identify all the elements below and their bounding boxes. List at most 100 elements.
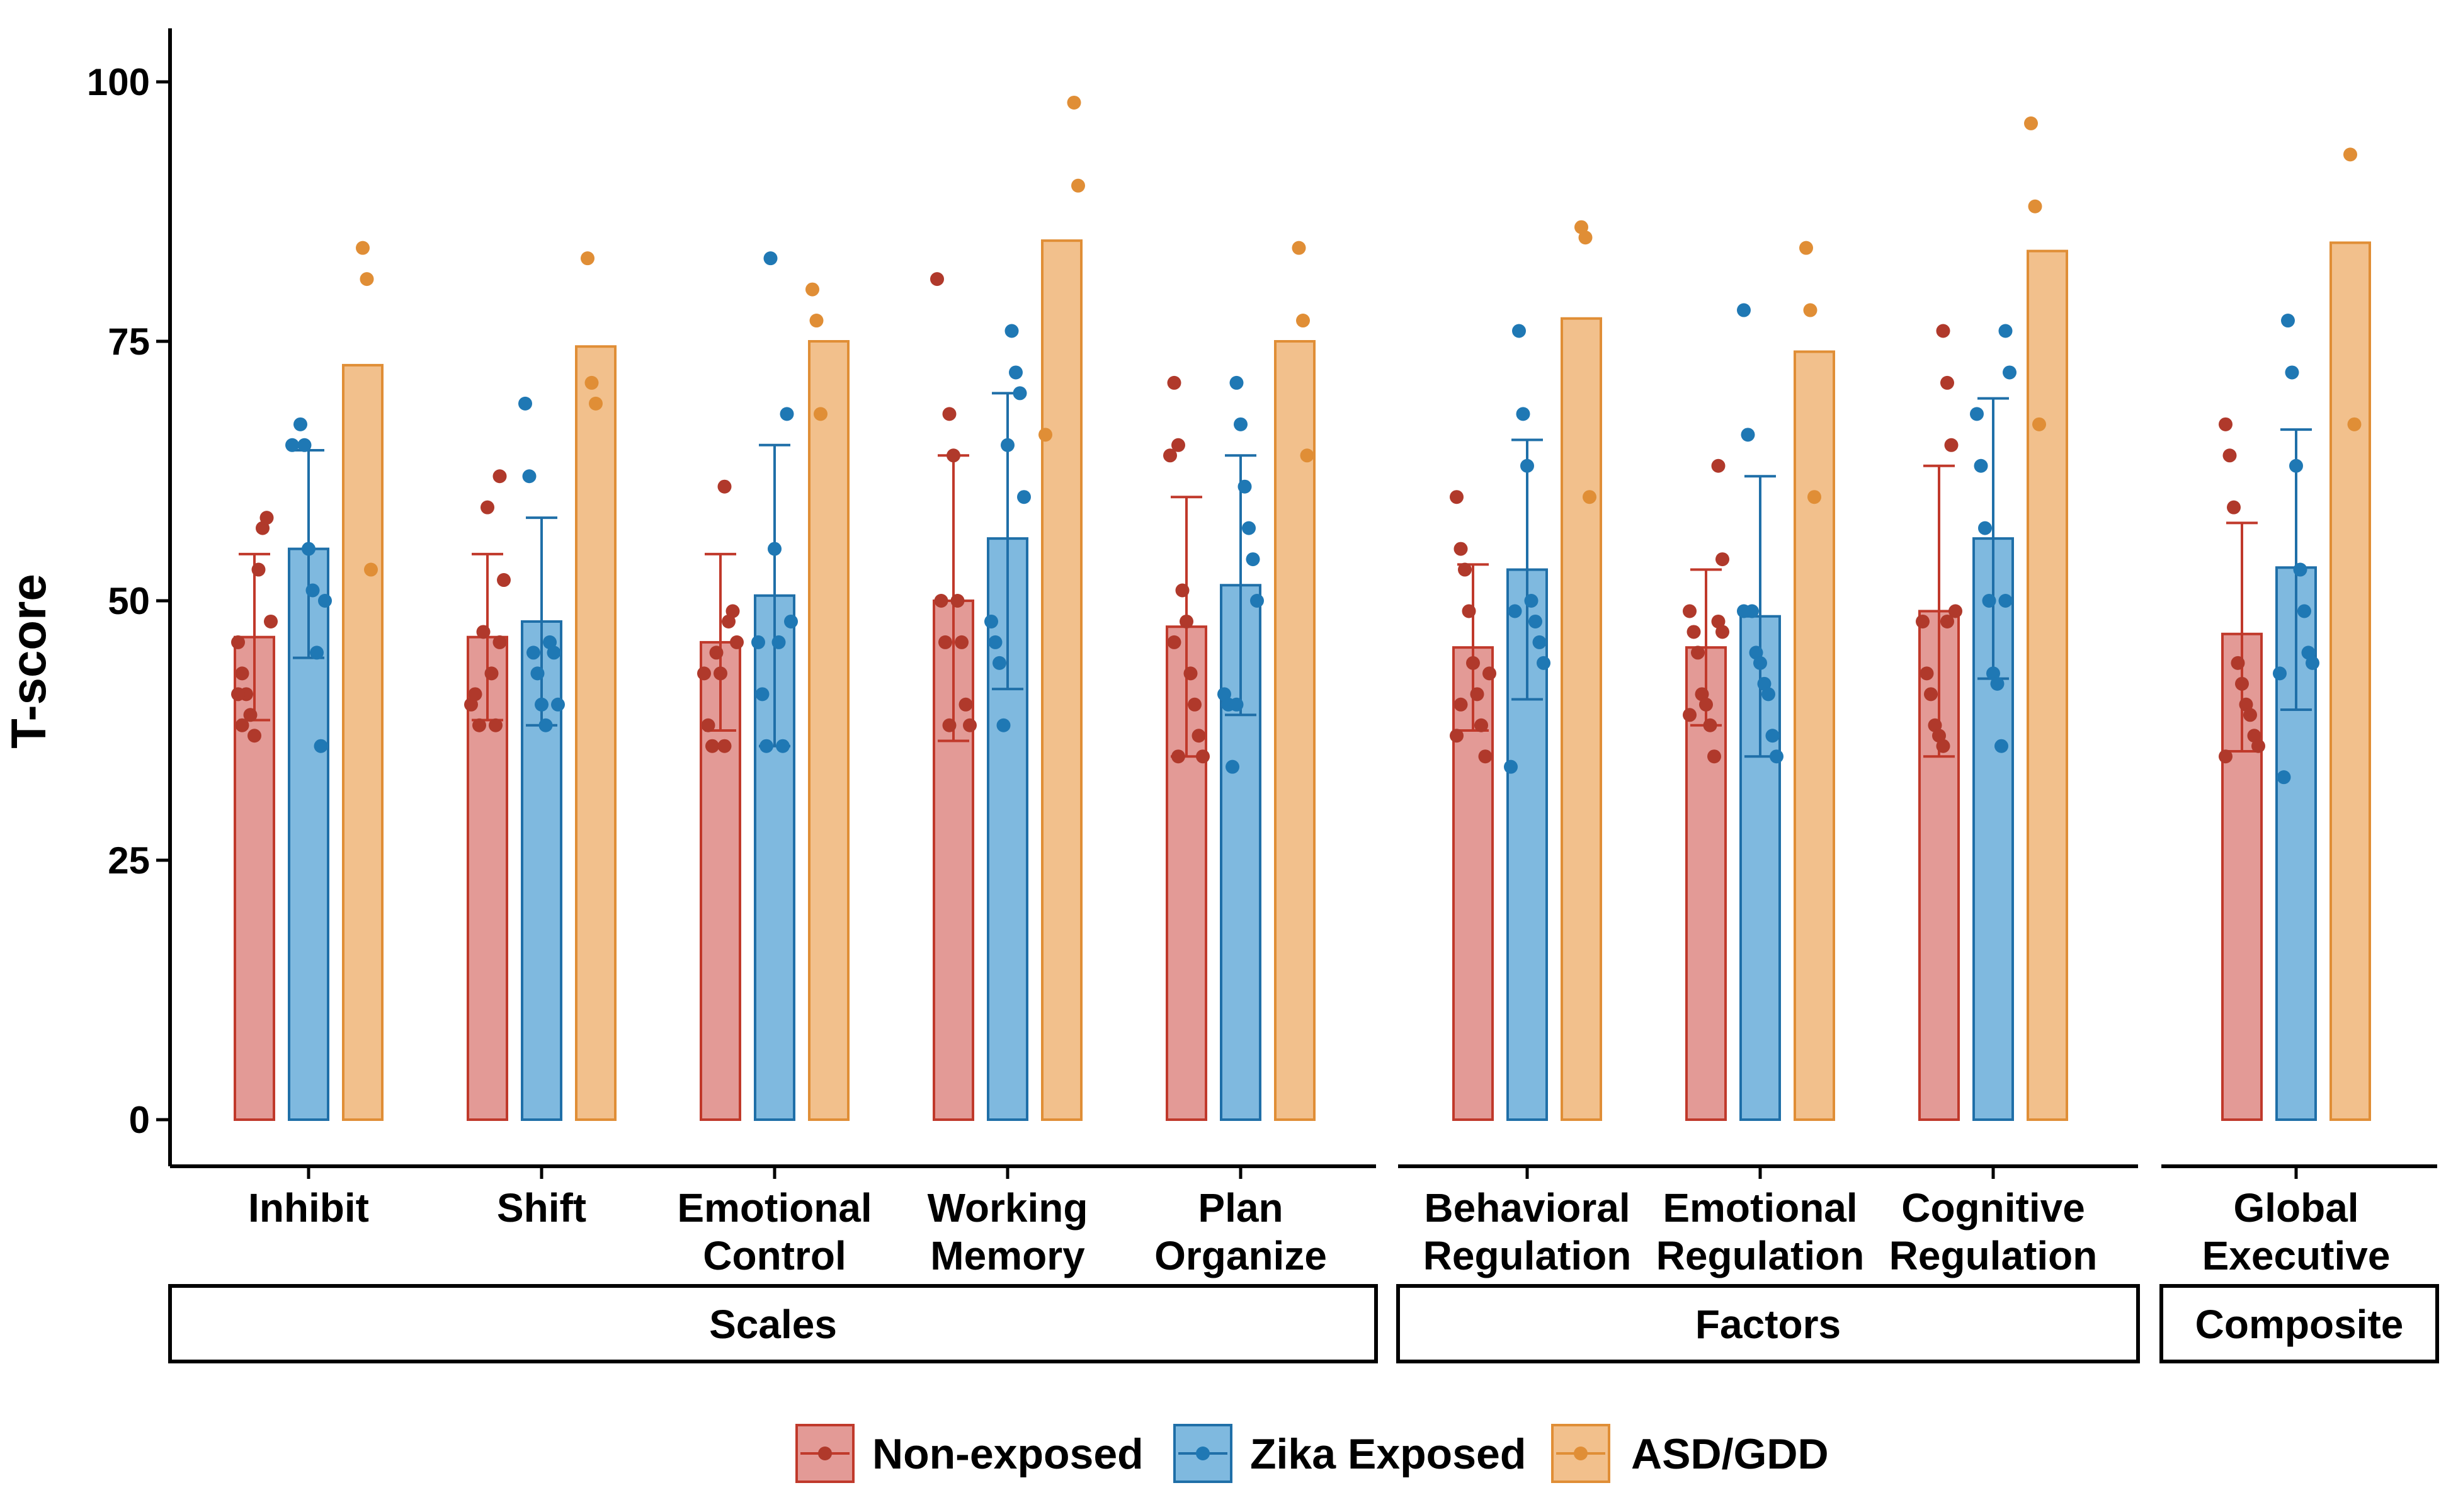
- data-point: [751, 635, 765, 649]
- data-point: [784, 614, 798, 628]
- legend-key-dot: [818, 1447, 832, 1460]
- data-point: [231, 687, 245, 702]
- data-point: [1192, 729, 1206, 743]
- data-point: [1799, 241, 1813, 255]
- data-point: [763, 251, 778, 266]
- data-point: [942, 407, 957, 421]
- data-point: [2247, 729, 2261, 743]
- data-point: [1982, 594, 1996, 608]
- data-point: [1711, 458, 1726, 473]
- data-point: [755, 687, 770, 702]
- category-group: Shift: [464, 251, 617, 1231]
- facet-strip-label: Factors: [1695, 1302, 1841, 1347]
- data-point: [1167, 375, 1181, 390]
- data-point: [1482, 666, 1496, 681]
- data-point: [2285, 365, 2299, 380]
- data-point: [1703, 718, 1717, 732]
- data-point: [1932, 729, 1946, 743]
- data-point: [1296, 314, 1310, 328]
- legend-label: Non-exposed: [872, 1430, 1144, 1478]
- data-point: [1737, 303, 1751, 317]
- data-point: [318, 594, 332, 608]
- data-point: [472, 718, 486, 732]
- data-point: [1924, 687, 1938, 702]
- data-point: [1009, 365, 1023, 380]
- data-point: [551, 697, 565, 712]
- data-point: [518, 396, 532, 411]
- data-point: [1807, 490, 1821, 504]
- data-point: [934, 594, 948, 608]
- data-point: [1741, 428, 1755, 442]
- data-point: [1936, 739, 1950, 753]
- data-point: [2306, 656, 2319, 670]
- data-point: [717, 739, 732, 753]
- data-point: [364, 562, 378, 577]
- data-point: [1196, 749, 1210, 764]
- data-point: [1453, 542, 1468, 556]
- data-point: [259, 511, 274, 525]
- data-point: [705, 739, 719, 753]
- data-point: [942, 718, 957, 732]
- data-point: [814, 407, 828, 421]
- data-point: [492, 469, 507, 484]
- data-point: [522, 469, 537, 484]
- data-point: [1508, 604, 1522, 618]
- y-tick-label: 50: [108, 580, 150, 622]
- data-point: [2347, 417, 2362, 431]
- data-point: [1749, 645, 1763, 660]
- data-point: [1180, 614, 1193, 628]
- data-point: [302, 542, 316, 556]
- data-point: [993, 656, 1006, 670]
- data-point: [759, 739, 773, 753]
- data-point: [484, 666, 499, 681]
- data-point: [1504, 759, 1518, 774]
- x-tick-label: Control: [703, 1233, 846, 1278]
- data-point: [530, 666, 545, 681]
- data-point: [2028, 199, 2042, 213]
- data-point: [581, 251, 594, 266]
- data-point: [1300, 448, 1314, 463]
- panels: Inhibit Shift EmotionalControlWorkingMemor…: [168, 95, 2439, 1363]
- data-point: [725, 604, 740, 618]
- data-point: [535, 697, 549, 712]
- data-point: [1013, 386, 1027, 401]
- data-point: [1990, 676, 2005, 691]
- data-point: [2251, 739, 2265, 753]
- data-point: [1944, 438, 1959, 452]
- data-point: [305, 583, 320, 598]
- data-point: [1067, 95, 1081, 110]
- x-tick-label: Behavioral: [1424, 1185, 1630, 1231]
- data-point: [722, 614, 736, 628]
- y-tick-label: 100: [87, 61, 150, 103]
- data-point: [947, 448, 960, 463]
- data-point: [768, 542, 782, 556]
- data-point: [2235, 676, 2249, 691]
- data-point: [2289, 458, 2303, 473]
- data-point: [1226, 759, 1239, 774]
- x-tick-label: Cognitive: [1901, 1185, 2085, 1231]
- x-tick-label: Executive: [2202, 1233, 2391, 1278]
- data-point: [1524, 594, 1539, 608]
- data-point: [1234, 417, 1248, 431]
- data-point: [1229, 697, 1244, 712]
- data-point: [526, 645, 540, 660]
- data-point: [1458, 562, 1472, 577]
- data-point: [805, 282, 819, 297]
- data-point: [1699, 697, 1713, 712]
- x-tick-label: Regulation: [1423, 1233, 1632, 1278]
- data-point: [256, 521, 270, 535]
- data-point: [2222, 448, 2237, 463]
- legend-item: Non-exposed: [795, 1424, 1144, 1483]
- data-point: [2024, 116, 2038, 130]
- data-point: [780, 407, 794, 421]
- data-point: [930, 272, 944, 287]
- y-tick-label: 0: [129, 1099, 150, 1141]
- legend-label: ASD/GDD: [1631, 1430, 1829, 1478]
- data-point: [2243, 708, 2257, 722]
- data-point: [1695, 687, 1709, 702]
- data-point: [1171, 438, 1185, 452]
- data-point: [714, 666, 727, 681]
